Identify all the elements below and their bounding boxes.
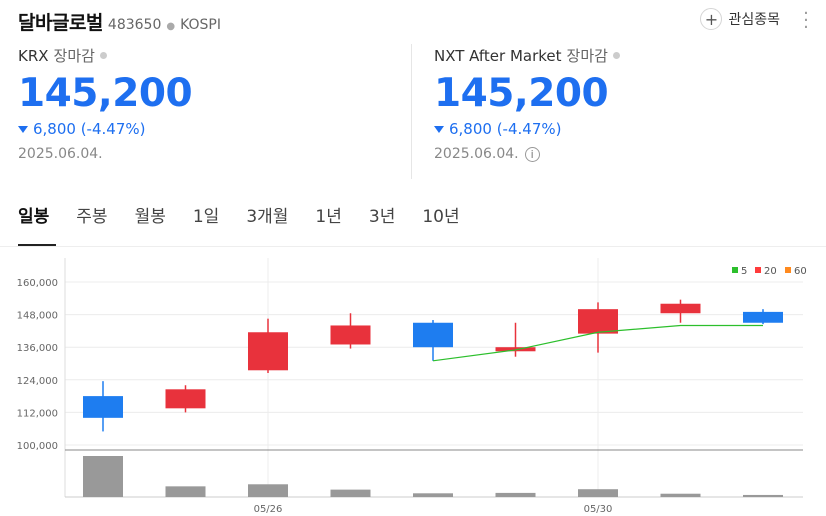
legend-label: 60 [794, 266, 807, 277]
tabs-separator [0, 246, 826, 247]
candle-body [330, 325, 371, 345]
volume-bar [495, 492, 536, 497]
more-options-icon[interactable]: · · · [803, 3, 809, 38]
candle-body [248, 332, 288, 371]
tab-daily[interactable]: 일봉 [18, 207, 50, 227]
nxt-price: 145,200 [434, 71, 609, 116]
active-tab-underline [18, 244, 56, 246]
krx-label: KRX [18, 46, 49, 65]
status-dot-icon [612, 52, 620, 59]
candle-body [743, 311, 783, 323]
volume-bar [330, 489, 371, 497]
candle-body [578, 309, 618, 334]
volume-bar [83, 456, 123, 497]
nxt-change: 6,800 (-4.47%) [449, 120, 562, 138]
candle-body [660, 303, 701, 314]
legend-swatch [732, 267, 738, 273]
y-tick-label: 160,000 [17, 278, 58, 289]
nxt-status: 장마감 [566, 47, 608, 65]
legend-label: 5 [741, 266, 747, 277]
tab-10years[interactable]: 10년 [422, 207, 460, 227]
x-tick-label: 05/26 [254, 504, 283, 515]
y-tick-label: 148,000 [17, 311, 58, 322]
tab-1year[interactable]: 1년 [315, 207, 342, 227]
nxt-label: NXT After Market [434, 46, 562, 65]
separator-dot: ● [166, 21, 176, 32]
volume-bar [165, 486, 206, 497]
y-tick-label: 112,000 [17, 408, 58, 419]
stock-name: 달바글로벌 [18, 12, 103, 34]
down-arrow-icon [18, 125, 28, 133]
volume-bar [743, 494, 783, 497]
watchlist-label: 관심종목 [728, 12, 780, 28]
nxt-date: 2025.06.04. [434, 146, 519, 162]
tab-3months[interactable]: 3개월 [246, 207, 289, 227]
market-name: KOSPI [180, 17, 221, 33]
tab-monthly[interactable]: 월봉 [134, 207, 166, 227]
stock-code: 483650 [107, 17, 162, 33]
candle-body [165, 389, 206, 409]
y-tick-label: 100,000 [17, 441, 58, 452]
volume-bar [248, 484, 288, 497]
volume-bar [660, 493, 701, 497]
status-dot-icon [99, 52, 107, 59]
tab-3years[interactable]: 3년 [368, 207, 396, 227]
ma5-line [432, 324, 763, 362]
krx-change: 6,800 (-4.47%) [33, 120, 146, 138]
legend-swatch [755, 267, 761, 273]
volume-bar [413, 493, 453, 497]
candle-body [413, 322, 453, 348]
y-tick-label: 136,000 [17, 343, 58, 354]
legend-swatch [785, 267, 791, 273]
plus-icon: + [700, 8, 723, 30]
krx-status: 장마감 [53, 47, 95, 65]
candle-body [83, 396, 123, 418]
tab-1day[interactable]: 1일 [192, 207, 220, 227]
x-tick-label: 05/30 [584, 504, 613, 515]
watchlist-button[interactable]: + 관심종목 [700, 8, 780, 30]
info-icon[interactable]: i [524, 146, 540, 162]
tab-weekly[interactable]: 주봉 [76, 207, 108, 227]
nxt-panel: NXT After Market 장마감 145,200 6,800 (-4.4… [434, 45, 620, 162]
legend-label: 20 [764, 266, 777, 277]
y-tick-label: 124,000 [17, 376, 58, 387]
candle-body [495, 347, 536, 352]
period-tabs: 일봉 주봉 월봉 1일 3개월 1년 3년 10년 [18, 202, 487, 227]
panel-divider [411, 44, 412, 179]
krx-date: 2025.06.04. [18, 146, 103, 162]
krx-price: 145,200 [18, 71, 193, 116]
stock-header: 달바글로벌 483650 ● KOSPI [18, 8, 221, 35]
volume-bar [578, 489, 618, 497]
krx-panel: KRX 장마감 145,200 6,800 (-4.47%) 2025.06.0… [18, 45, 193, 162]
down-arrow-icon [434, 125, 444, 133]
